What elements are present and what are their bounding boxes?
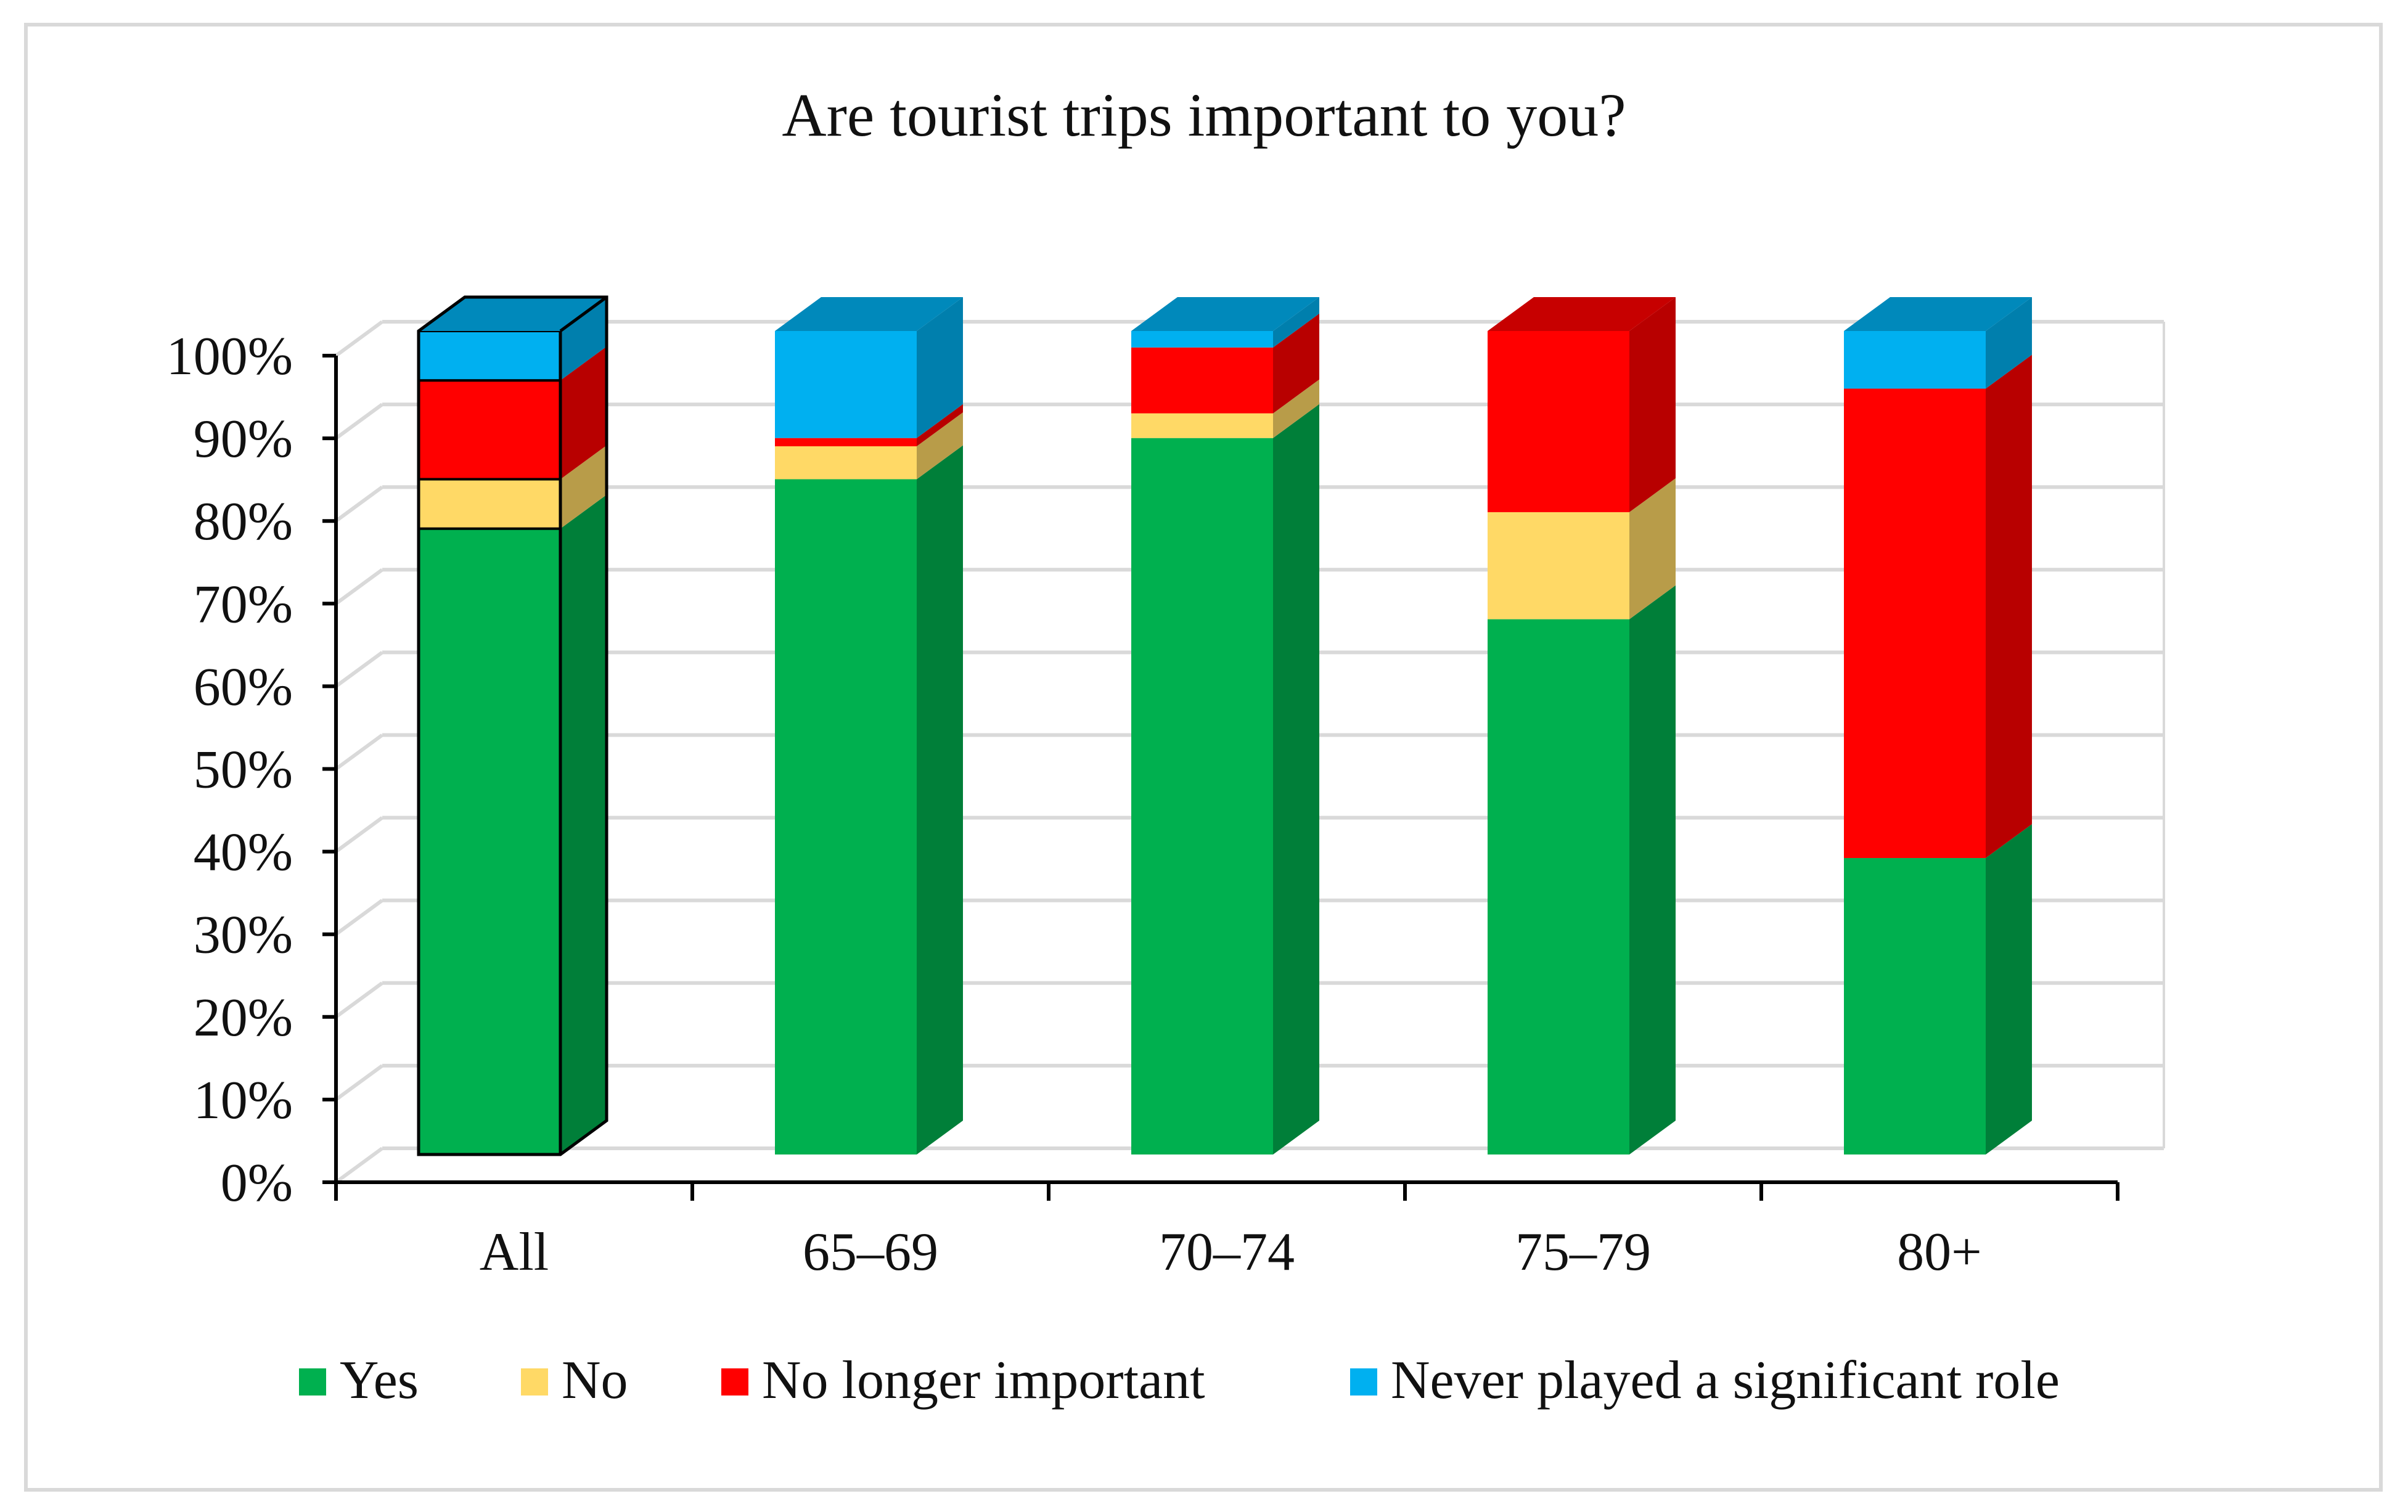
chart-title: Are tourist trips important to you? (782, 81, 1626, 149)
bar-top-cap (1131, 297, 1319, 331)
y-tick-label: 40% (194, 823, 293, 883)
legend-swatch-no (521, 1368, 548, 1396)
bar-segment-no (417, 478, 562, 530)
y-tick-label: 90% (194, 409, 293, 469)
x-tick-label: 75–79 (1515, 1222, 1651, 1282)
bar-segment-yes (1131, 438, 1273, 1155)
legend-label-no: No (562, 1351, 628, 1410)
x-tick-label: 65–69 (803, 1222, 938, 1282)
gridline-side (335, 816, 383, 854)
x-tick-label: 80+ (1897, 1222, 1982, 1282)
bar-top-cap (419, 297, 607, 331)
bar-segment-no-longer-important (1844, 388, 1986, 859)
bar-side-yes (1273, 404, 1319, 1155)
bar-side-no-longer-important (1273, 313, 1319, 414)
gridline-side (335, 568, 383, 605)
bar-stack (417, 295, 608, 1156)
gridline-side (335, 1146, 383, 1184)
bar-segment-yes (775, 479, 917, 1154)
bar-side-yes (917, 445, 963, 1154)
bar-top-cap (775, 297, 963, 331)
y-tick-label: 80% (194, 492, 293, 552)
bar-side-no (1273, 379, 1319, 438)
legend-label-yes: Yes (340, 1351, 419, 1410)
y-tick-label: 60% (194, 657, 293, 717)
legend-swatch-no-longer-important (721, 1368, 748, 1396)
bar-top-cap (1488, 297, 1676, 331)
gridline-side (335, 981, 383, 1019)
bar-stack (1488, 297, 1676, 1154)
bar-segment-never-played-a-significant-role (1131, 331, 1273, 348)
bar-side-yes (1629, 585, 1676, 1154)
gridline-side (335, 485, 383, 523)
bar-segment-no (1131, 413, 1273, 438)
bar-segment-yes (1488, 619, 1629, 1154)
legend-label-never-played-a-significant-role: Never played a significant role (1391, 1351, 2060, 1410)
bar-segment-never-played-a-significant-role (775, 331, 917, 438)
bar-side-yes (560, 494, 607, 1154)
bar-segment-no-longer-important (1131, 347, 1273, 414)
bar-segment-never-played-a-significant-role (1844, 331, 1986, 389)
legend-swatch-never-played-a-significant-role (1350, 1368, 1377, 1396)
bar-side-never-played-a-significant-role (917, 297, 963, 438)
bar-segment-no-longer-important (417, 379, 562, 481)
gridline-side (335, 734, 383, 770)
bar-segment-yes (1844, 858, 1986, 1154)
bar-top-cap (1844, 297, 2032, 331)
axes: 0% 10% 20% 30% 40% 50% 60% 70% 80% 90% 100% All 65–6… (166, 327, 2119, 1282)
legend-label-no-longer-important: No longer important (762, 1351, 1205, 1410)
bar-side-no-longer-important (1986, 354, 2032, 859)
bar-segment-no (775, 446, 917, 480)
bar-side-yes (1986, 824, 2032, 1154)
y-tick-label: 10% (194, 1071, 293, 1130)
x-tick-label: All (480, 1222, 549, 1282)
bar-side-never-played-a-significant-role (1986, 297, 2032, 389)
gridline-side (335, 403, 383, 440)
bar-side-no-longer-important (917, 404, 963, 447)
bar-side-no-longer-important (560, 346, 607, 480)
bar-side-never-played-a-significant-role (560, 297, 607, 381)
gridline-side (335, 650, 383, 688)
bar-side-no (560, 445, 607, 529)
bar-segment-no-longer-important (775, 438, 917, 447)
bar-segment-no (1488, 512, 1629, 619)
y-tick-label: 50% (194, 740, 293, 800)
legend: Yes No No longer important Never played a s… (299, 1351, 2060, 1410)
bar-side-never-played-a-significant-role (1273, 297, 1319, 348)
bar-segment-never-played-a-significant-role (417, 330, 562, 382)
bar-segment-no-longer-important (1488, 331, 1629, 512)
y-tick-label: 0% (221, 1153, 293, 1213)
bar-segment-yes (417, 527, 562, 1156)
legend-swatch-yes (299, 1368, 326, 1396)
bar-side-no-longer-important (1629, 297, 1676, 512)
bar-stack (1844, 297, 2032, 1154)
bar-outline (417, 295, 608, 1156)
bar-side-no (1629, 478, 1676, 619)
gridline-side (335, 320, 383, 358)
bar-stack (1131, 297, 1319, 1155)
y-tick-label: 30% (194, 905, 293, 965)
y-tick-label: 100% (166, 327, 293, 386)
x-tick-label: 70–74 (1159, 1222, 1295, 1282)
bar-side-no (917, 412, 963, 480)
bars (417, 295, 2032, 1156)
bar-stack (775, 297, 963, 1154)
gridline-side (335, 1064, 383, 1101)
y-tick-label: 20% (194, 988, 293, 1048)
gridline-side (335, 899, 383, 936)
y-tick-label: 70% (194, 574, 293, 634)
